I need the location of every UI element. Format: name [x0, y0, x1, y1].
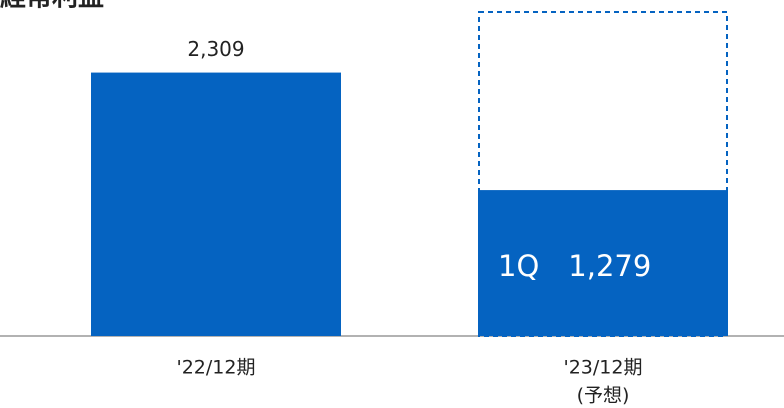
chart-title: 経常利益 — [0, 0, 104, 13]
x-tick-label: '23/12期 — [564, 357, 643, 379]
value-label: 2,840 — [574, 0, 631, 1]
x-tick-label: '22/12期 — [177, 357, 256, 379]
bar — [478, 190, 728, 336]
value-label: 2,309 — [187, 37, 244, 61]
x-tick-note: (予想) — [577, 385, 630, 407]
bar — [91, 72, 341, 337]
value-label: 1Q 1,279 — [498, 249, 651, 283]
